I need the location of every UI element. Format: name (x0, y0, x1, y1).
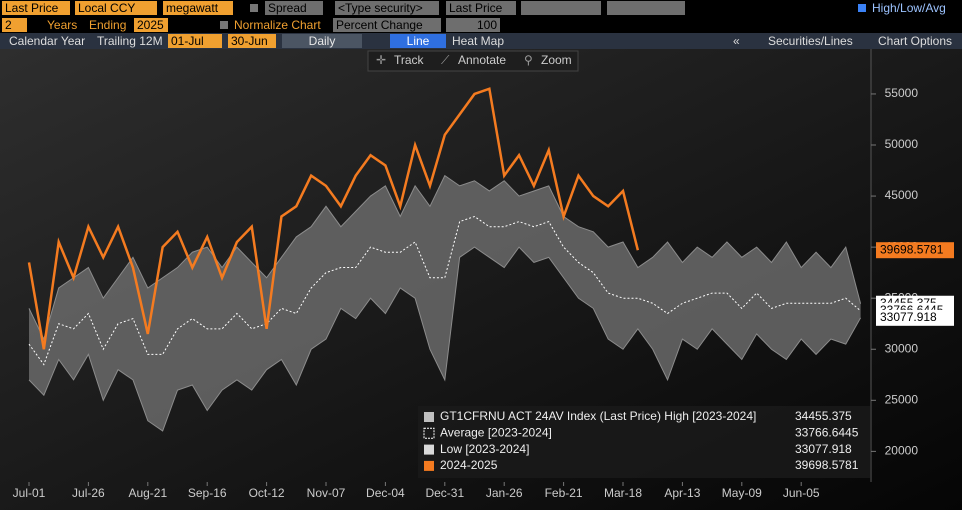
normalize-select[interactable]: Percent Change (333, 18, 441, 32)
ending-input[interactable]: 2025 (134, 18, 168, 32)
legend-label: GT1CFRNU ACT 24AV Index (Last Price) Hig… (440, 409, 756, 423)
annotate-tool[interactable]: Annotate (458, 53, 506, 67)
x-tick-label: May-09 (722, 486, 762, 500)
legend-swatch (424, 460, 434, 471)
x-tick-label: Jun-05 (783, 486, 820, 500)
y-tick-label: 30000 (885, 341, 919, 355)
x-tick-label: Jul-26 (72, 486, 105, 500)
line-tab[interactable]: Line (390, 34, 446, 48)
legend-swatch (424, 412, 434, 422)
chart: Track Annotate Zoom ✛ ⟋ ⚲ 20000 25000 3000… (0, 49, 962, 510)
heatmap-tab[interactable]: Heat Map (452, 34, 505, 48)
currency-select[interactable]: Local CCY (75, 1, 157, 15)
toolbar-row-1: Last Price Local CCY megawatt Spread <Ty… (0, 0, 962, 16)
y-tick-label: 55000 (885, 86, 919, 100)
tab[interactable]: Calendar Year (9, 34, 86, 48)
series-line (28, 246, 862, 432)
y-tick-label: 50000 (885, 137, 919, 151)
years-input[interactable]: 2 (2, 18, 27, 32)
empty-select[interactable] (521, 1, 601, 15)
end-date[interactable]: 30-Jun (228, 34, 276, 48)
ending-label: Ending (89, 18, 127, 32)
zoom-tool[interactable]: Zoom (541, 53, 572, 67)
start-date[interactable]: 01-Jul (168, 34, 222, 48)
series-line (28, 215, 861, 366)
x-tick-label: Aug-21 (128, 486, 167, 500)
field-select-2[interactable]: Last Price (446, 1, 516, 15)
x-tick-label: Apr-13 (664, 486, 700, 500)
securities-button[interactable]: Securities/Lines (768, 34, 853, 48)
chart-tools-bar (367, 50, 579, 72)
legend-value: 33077.918 (795, 442, 852, 456)
normalize-label: Normalize Chart (234, 18, 321, 32)
axis-tag-label: 33077.918 (880, 310, 937, 324)
legend-value: 34455.375 (795, 409, 852, 423)
x-tick-label: Nov-07 (307, 486, 346, 500)
frequency-select[interactable]: Daily (282, 34, 362, 48)
checkbox[interactable] (220, 21, 228, 29)
years-label: Years (47, 18, 78, 32)
tab[interactable]: Trailing 12M (97, 34, 163, 48)
x-tick-label: Feb-21 (545, 486, 583, 500)
legend-label: 2024-2025 (440, 458, 498, 472)
legend-swatch (424, 444, 434, 455)
x-tick-label: Oct-12 (249, 486, 285, 500)
x-tick-label: Dec-31 (425, 486, 464, 500)
x-tick-label: Jul-01 (13, 486, 46, 500)
track-icon: ✛ (376, 53, 386, 67)
zoom-icon: ⚲ (524, 53, 533, 67)
x-tick-label: Sep-16 (188, 486, 227, 500)
hla-label: High/Low/Avg (872, 1, 946, 15)
collapse-button[interactable]: « (733, 34, 740, 48)
y-tick-label: 20000 (885, 444, 919, 458)
security-input[interactable]: <Type security> (335, 1, 439, 15)
legend-label: Average [2023-2024] (440, 425, 552, 439)
axis-tag (876, 309, 954, 326)
toolbar-row-2: 2 Years Ending 2025 Normalize Chart Perc… (0, 17, 962, 33)
x-tick-label: Jan-26 (486, 486, 523, 500)
legend-swatch (423, 427, 435, 439)
spread-select[interactable]: Spread (265, 1, 323, 15)
y-tick-label: 25000 (885, 392, 919, 406)
y-tick-label: 45000 (885, 188, 919, 202)
range-band (29, 175, 861, 431)
unit-select[interactable]: megawatt (163, 1, 233, 15)
legend-box (418, 406, 870, 478)
toolbar-row-3: Calendar Year Trailing 12M 01-Jul 30-Jun… (0, 33, 962, 49)
axis-tag-label: 39698.5781 (880, 242, 944, 256)
checkbox-checked[interactable] (858, 4, 866, 12)
normalize-input[interactable]: 100 (446, 18, 500, 32)
legend-value: 39698.5781 (795, 458, 859, 472)
axis-tag (876, 242, 954, 259)
series-line (28, 174, 862, 341)
checkbox[interactable] (250, 4, 258, 12)
series-line (27, 87, 640, 350)
legend-label: Low [2023-2024] (440, 442, 529, 456)
x-tick-label: Mar-18 (604, 486, 642, 500)
field-select[interactable]: Last Price (2, 1, 70, 15)
empty-select[interactable] (607, 1, 685, 15)
x-tick-label: Dec-04 (366, 486, 405, 500)
chart-options-button[interactable]: Chart Options (878, 34, 953, 48)
track-tool[interactable]: Track (394, 53, 425, 67)
annotate-icon: ⟋ (441, 53, 450, 67)
legend-value: 33766.6445 (795, 425, 859, 439)
